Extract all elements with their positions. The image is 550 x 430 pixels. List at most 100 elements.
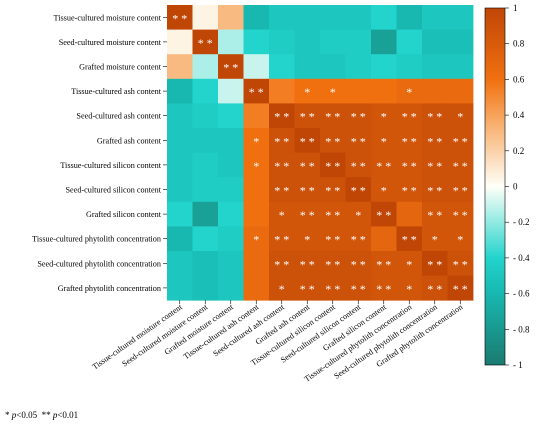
heatmap-cell-r6-c1 (192, 152, 219, 178)
heatmap-cell-r6-c8 (371, 152, 397, 178)
row-label: Seed-cultured moisture content (59, 38, 162, 47)
heatmap-cell-r7-c11 (447, 177, 474, 203)
heatmap-cell-r4-c3 (243, 103, 270, 129)
heatmap-cell-r0-c5 (294, 5, 321, 30)
heatmap-cell-r1-c6 (320, 29, 346, 55)
row-label: Tissue-cultured ash content (71, 87, 161, 96)
heatmap-cell-r5-c8 (371, 128, 397, 153)
heatmap-cell-r0-c11 (447, 5, 474, 30)
row-label: Grafted silicon content (86, 210, 162, 219)
significance-marker-r6-c8: * * (376, 159, 391, 173)
heatmap-cell-r0-c3 (243, 5, 270, 30)
heatmap-cell-r6-c7 (345, 152, 372, 178)
heatmap-cell-r2-c4 (269, 54, 295, 80)
heatmap-cell-r2-c3 (243, 54, 270, 80)
significance-marker-r4-c4: * * (274, 110, 289, 124)
significance-marker-r6-c11: * * (453, 159, 468, 173)
significance-marker-r5-c10: * * (427, 134, 442, 148)
heatmap-cell-r0-c9 (396, 5, 423, 30)
column-labels: Tissue-cultured moisture contentSeed-cul… (91, 300, 464, 384)
heatmap-cell-r6-c4 (269, 152, 295, 178)
heatmap-cell-r0-c4 (269, 5, 295, 30)
heatmap-cell-r8-c11 (447, 201, 474, 227)
heatmap-cell-r3-c9 (396, 78, 423, 104)
colorbar-tick-label: - 1 (513, 360, 523, 370)
heatmap-cell-r6-c9 (396, 152, 423, 178)
significance-marker-r1-c1: * * (198, 36, 213, 50)
footnote-p1: p (11, 410, 17, 420)
row-label: Grafted phytolith concentration (58, 284, 161, 293)
heatmap-cell-r7-c10 (422, 177, 448, 203)
heatmap-cell-r10-c0 (167, 251, 193, 276)
heatmap-cell-r4-c10 (422, 103, 448, 129)
significance-marker-r5-c9: * * (402, 134, 417, 148)
heatmap-cell-r3-c8 (371, 78, 397, 104)
heatmap-cell-r7-c6 (320, 177, 346, 203)
heatmap-cell-r11-c10 (422, 275, 448, 301)
heatmap-cell-r7-c0 (167, 177, 193, 203)
significance-marker-r10-c7: * * (351, 257, 366, 271)
significance-marker-r7-c10: * * (427, 184, 442, 198)
heatmap-cell-r11-c1 (192, 275, 219, 301)
footnote-p2: p (52, 410, 58, 420)
heatmap-cell-r6-c10 (422, 152, 448, 178)
heatmap-cell-r11-c2 (218, 275, 244, 301)
significance-marker-r9-c3: * (253, 233, 259, 247)
significance-markers: * ** ** ** * * * ** * * * * * * * * * * * * ** * * *… (172, 11, 468, 296)
heatmap-cell-r2-c10 (422, 54, 448, 80)
colorbar-tick-label: 0.6 (513, 74, 525, 84)
heatmap-cell-r9-c9 (396, 226, 423, 252)
heatmap-cell-r8-c9 (396, 201, 423, 227)
significance-marker-r6-c10: * * (427, 159, 442, 173)
heatmap-cell-r0-c2 (218, 5, 244, 30)
significance-marker-r6-c7: * * (351, 159, 366, 173)
row-label: Seed-cultured phytolith concentration (37, 259, 161, 268)
heatmap-cell-r3-c5 (294, 78, 321, 104)
row-label: Tissue-cultured phytolith concentration (32, 235, 161, 244)
heatmap-cell-r5-c5 (294, 128, 321, 153)
significance-marker-r4-c6: * * (325, 110, 340, 124)
heatmap-cell-r0-c0 (167, 5, 193, 30)
heatmap-cell-r9-c2 (218, 226, 244, 252)
heatmap-cell-r7-c3 (243, 177, 270, 203)
heatmap-cell-r5-c10 (422, 128, 448, 153)
heatmap-cell-r3-c10 (422, 78, 448, 104)
colorbar-tick-label: 0 (513, 182, 518, 192)
heatmap-cell-r3-c7 (345, 78, 372, 104)
heatmap-cell-r0-c10 (422, 5, 448, 30)
colorbar-tick-label: - 0.2 (513, 217, 530, 227)
heatmap-cell-r9-c4 (269, 226, 295, 252)
heatmap-cell-r5-c6 (320, 128, 346, 153)
significance-marker-r8-c8: * * (376, 208, 391, 222)
significance-marker-r5-c3: * (253, 134, 259, 148)
heatmap-cell-r10-c10 (422, 251, 448, 276)
significance-footnote: * p<0.05 ** p<0.01 (5, 410, 78, 420)
significance-marker-r7-c5: * * (300, 184, 315, 198)
heatmap-cell-r8-c8 (371, 201, 397, 227)
significance-marker-r10-c11: * * (453, 257, 468, 271)
heatmap-cell-r9-c8 (371, 226, 397, 252)
heatmap-cell-r11-c9 (396, 275, 423, 301)
colorbar-tick-label: 0.4 (513, 110, 525, 120)
significance-marker-r11-c4: * (279, 282, 285, 296)
significance-marker-r10-c6: * * (325, 257, 340, 271)
heatmap-cell-r0-c1 (192, 5, 219, 30)
heatmap-cell-r8-c4 (269, 201, 295, 227)
heatmap-cell-r3-c1 (192, 78, 219, 104)
heatmap-cell-r2-c7 (345, 54, 372, 80)
heatmap-cell-r9-c7 (345, 226, 372, 252)
colorbar-tick-label: 0.2 (513, 146, 524, 156)
significance-marker-r11-c11: * * (453, 282, 468, 296)
heatmap-cell-r1-c8 (371, 29, 397, 55)
heatmap-cell-r1-c0 (167, 29, 193, 55)
row-label: Tissue-cultured silicon content (60, 161, 161, 170)
heatmap-cell-r4-c7 (345, 103, 372, 129)
heatmap-cell-r8-c1 (192, 201, 219, 227)
significance-marker-r5-c5: * * (300, 134, 315, 148)
significance-marker-r10-c8: * * (376, 257, 391, 271)
significance-marker-r3-c5: * (304, 85, 310, 99)
significance-marker-r5-c11: * * (453, 134, 468, 148)
colorbar-tick-label: 0.8 (513, 39, 525, 49)
significance-marker-r0-c0: * * (172, 11, 187, 25)
